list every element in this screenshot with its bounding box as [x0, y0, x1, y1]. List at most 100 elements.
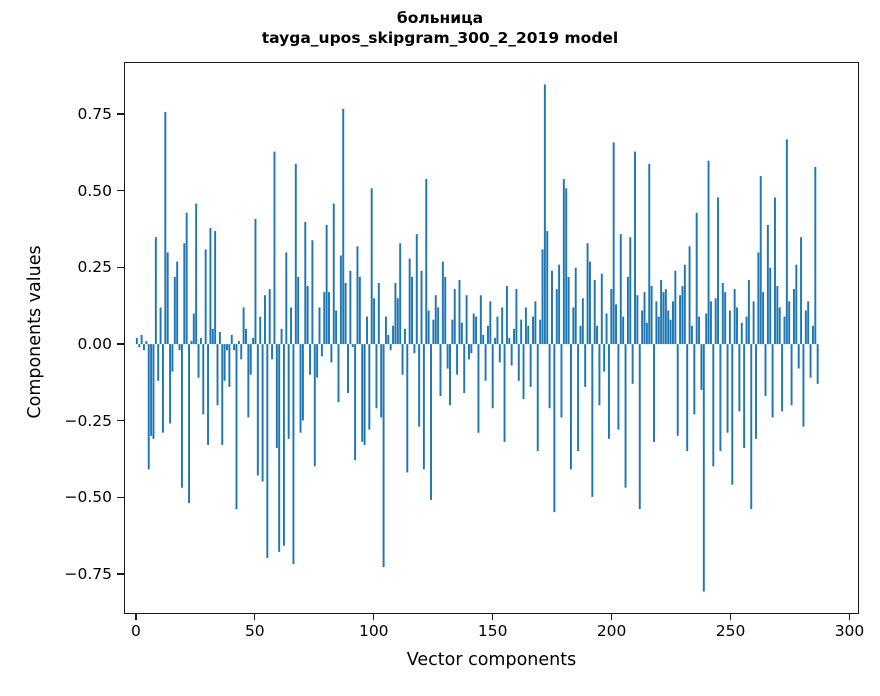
bar	[655, 301, 658, 345]
bar	[470, 344, 473, 354]
bar	[449, 344, 451, 406]
bar	[757, 252, 760, 345]
bar	[143, 344, 145, 351]
bar	[712, 344, 715, 467]
y-tick-label: −0.50	[64, 488, 113, 507]
bar	[593, 279, 596, 345]
bar	[411, 276, 414, 345]
bar	[683, 264, 686, 345]
bar	[814, 166, 817, 345]
bar	[392, 325, 395, 345]
bar	[273, 151, 276, 345]
y-tick-label: −0.25	[64, 411, 113, 430]
bar	[249, 344, 252, 375]
x-tick-mark	[848, 613, 851, 620]
bar	[610, 289, 613, 345]
bar	[389, 344, 392, 351]
bar	[553, 344, 556, 513]
bar	[285, 252, 288, 345]
bar	[489, 301, 492, 345]
bar	[387, 334, 390, 345]
bar	[330, 344, 333, 363]
bar	[252, 338, 255, 345]
bar	[731, 344, 734, 485]
bar	[690, 325, 693, 345]
y-tick-label: 0.25	[77, 258, 112, 277]
bar	[588, 261, 591, 345]
bar	[344, 283, 347, 345]
bar	[254, 218, 257, 345]
bar	[152, 344, 155, 439]
bar	[342, 108, 345, 345]
bar	[496, 316, 499, 345]
bar	[622, 316, 625, 345]
bar	[591, 344, 594, 497]
bar	[562, 179, 565, 345]
bar	[807, 301, 810, 345]
bar	[577, 344, 580, 452]
bar	[612, 142, 615, 345]
bar	[750, 344, 753, 510]
bar	[363, 344, 366, 445]
bar	[460, 322, 463, 345]
bar	[536, 344, 539, 452]
bar	[275, 344, 278, 448]
bar	[403, 328, 406, 345]
bar	[161, 344, 164, 433]
bar	[188, 344, 191, 503]
bar	[747, 279, 750, 345]
bar	[218, 331, 221, 345]
bar	[183, 243, 186, 345]
bar	[790, 344, 793, 406]
bar	[304, 221, 307, 345]
bar	[380, 344, 383, 418]
bar	[479, 295, 482, 345]
bar	[797, 344, 800, 369]
bar	[318, 307, 321, 345]
bar	[505, 286, 508, 345]
bar	[396, 298, 399, 345]
bar	[408, 258, 411, 345]
bar	[268, 289, 271, 345]
bar	[702, 344, 705, 592]
bar	[420, 270, 423, 345]
bar	[154, 237, 157, 345]
x-tick-label: 200	[596, 622, 627, 640]
bar	[197, 344, 200, 378]
bar	[235, 344, 238, 510]
bar	[617, 344, 620, 430]
bar	[467, 344, 470, 360]
bar	[463, 344, 466, 393]
bar	[800, 237, 803, 345]
bar	[166, 252, 169, 345]
bar	[693, 344, 696, 415]
y-axis-tick-labels: 0.75 0.50 0.25 0.00 −0.25 −0.50 −0.75	[0, 0, 113, 696]
bar	[781, 344, 784, 412]
bar	[491, 344, 494, 409]
bar	[776, 286, 779, 345]
bar	[645, 322, 648, 345]
bar	[728, 310, 731, 345]
bar	[634, 151, 636, 345]
bar	[811, 325, 814, 345]
bar	[230, 334, 233, 345]
bar	[180, 344, 183, 488]
bar	[339, 255, 342, 345]
bar	[785, 139, 788, 345]
bar	[788, 301, 791, 345]
bar	[316, 344, 319, 378]
bar	[501, 307, 504, 345]
bar	[698, 316, 701, 345]
plot-area	[124, 62, 859, 614]
bar	[290, 307, 293, 345]
bar	[738, 344, 741, 412]
bar	[524, 307, 527, 345]
y-tick-label: 0.50	[77, 181, 112, 200]
bar-series	[135, 84, 819, 592]
chart-title: больница tayga_upos_skipgram_300_2_2019 …	[0, 8, 880, 48]
bar	[752, 301, 755, 345]
bar	[631, 344, 634, 384]
bar	[453, 289, 456, 345]
bar	[477, 344, 480, 433]
bar	[332, 203, 335, 345]
